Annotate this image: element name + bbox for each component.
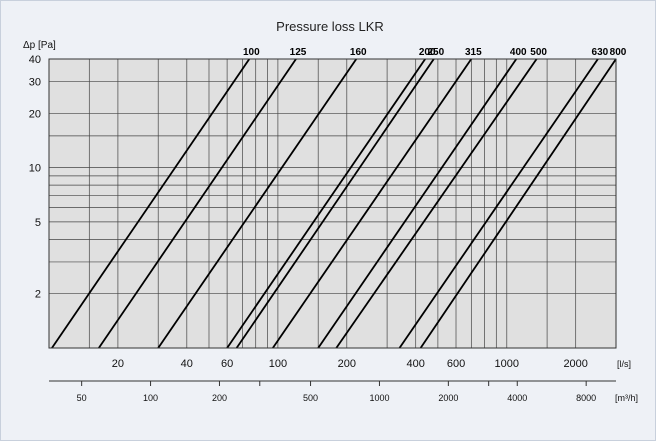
series-label-200: 200 [419,47,436,58]
series-label-400: 400 [510,47,527,58]
plot-area [49,59,616,348]
x-axis-unit-m3h: [m³/h] [615,393,638,403]
x-tick-label: 60 [221,358,233,370]
x2-tick-label: 1000 [369,393,389,403]
x-ticks: 20 40 60 100 200 400 600 1000 2000 [112,358,588,370]
chart-title: Pressure loss LKR [276,19,384,34]
x-tick-label: 400 [407,358,425,370]
x2-tick-label: 2000 [438,393,458,403]
series-line-100 [51,58,251,349]
series-lines [51,58,617,349]
x-tick-label: 600 [447,358,465,370]
x-tick-label: 1000 [495,358,519,370]
y-ticks: 40 30 20 10 5 2 [29,54,41,301]
series-label-125: 125 [290,47,307,58]
x-tick-label: 40 [181,358,193,370]
series-label-100: 100 [243,47,260,58]
y-axis-label: Δp [Pa] [23,40,56,51]
x-tick-label: 100 [269,358,287,370]
y-tick-label: 2 [35,289,41,301]
series-label-250: 250 [427,47,444,58]
series-line-800 [419,58,617,349]
x2-tick-label: 500 [303,393,318,403]
series-line-400 [317,58,518,349]
y-tick-label: 40 [29,54,41,66]
y-tick-label: 10 [29,163,41,175]
series-line-250 [235,58,435,349]
x2-tick-label: 50 [77,393,87,403]
series-label-500: 500 [530,47,547,58]
series-line-200 [226,58,426,349]
plot-border [48,58,617,349]
x2-tick-label: 100 [143,393,158,403]
x2-tick-label: 200 [212,393,227,403]
series-line-500 [335,58,538,349]
series-line-160 [157,58,358,349]
y-tick-label: 30 [29,77,41,89]
x2-tick-label: 8000 [576,393,596,403]
series-line-315 [272,58,473,349]
series-label-630: 630 [592,47,609,58]
grid [49,59,616,348]
y-tick-label: 5 [35,217,41,229]
series-label-315: 315 [465,47,482,58]
series-line-630 [398,58,599,349]
x-tick-label: 2000 [563,358,587,370]
series-label-160: 160 [350,47,367,58]
x-tick-label: 20 [112,358,124,370]
x2-ticks: 50 100 200 500 1000 2000 4000 8000 [77,381,596,403]
x-tick-label: 200 [338,358,356,370]
x2-tick-label: 4000 [507,393,527,403]
series-label-800: 800 [610,47,627,58]
series-line-125 [98,58,297,349]
x-axis-unit-ls: [l/s] [617,359,631,369]
y-tick-label: 20 [29,108,41,120]
